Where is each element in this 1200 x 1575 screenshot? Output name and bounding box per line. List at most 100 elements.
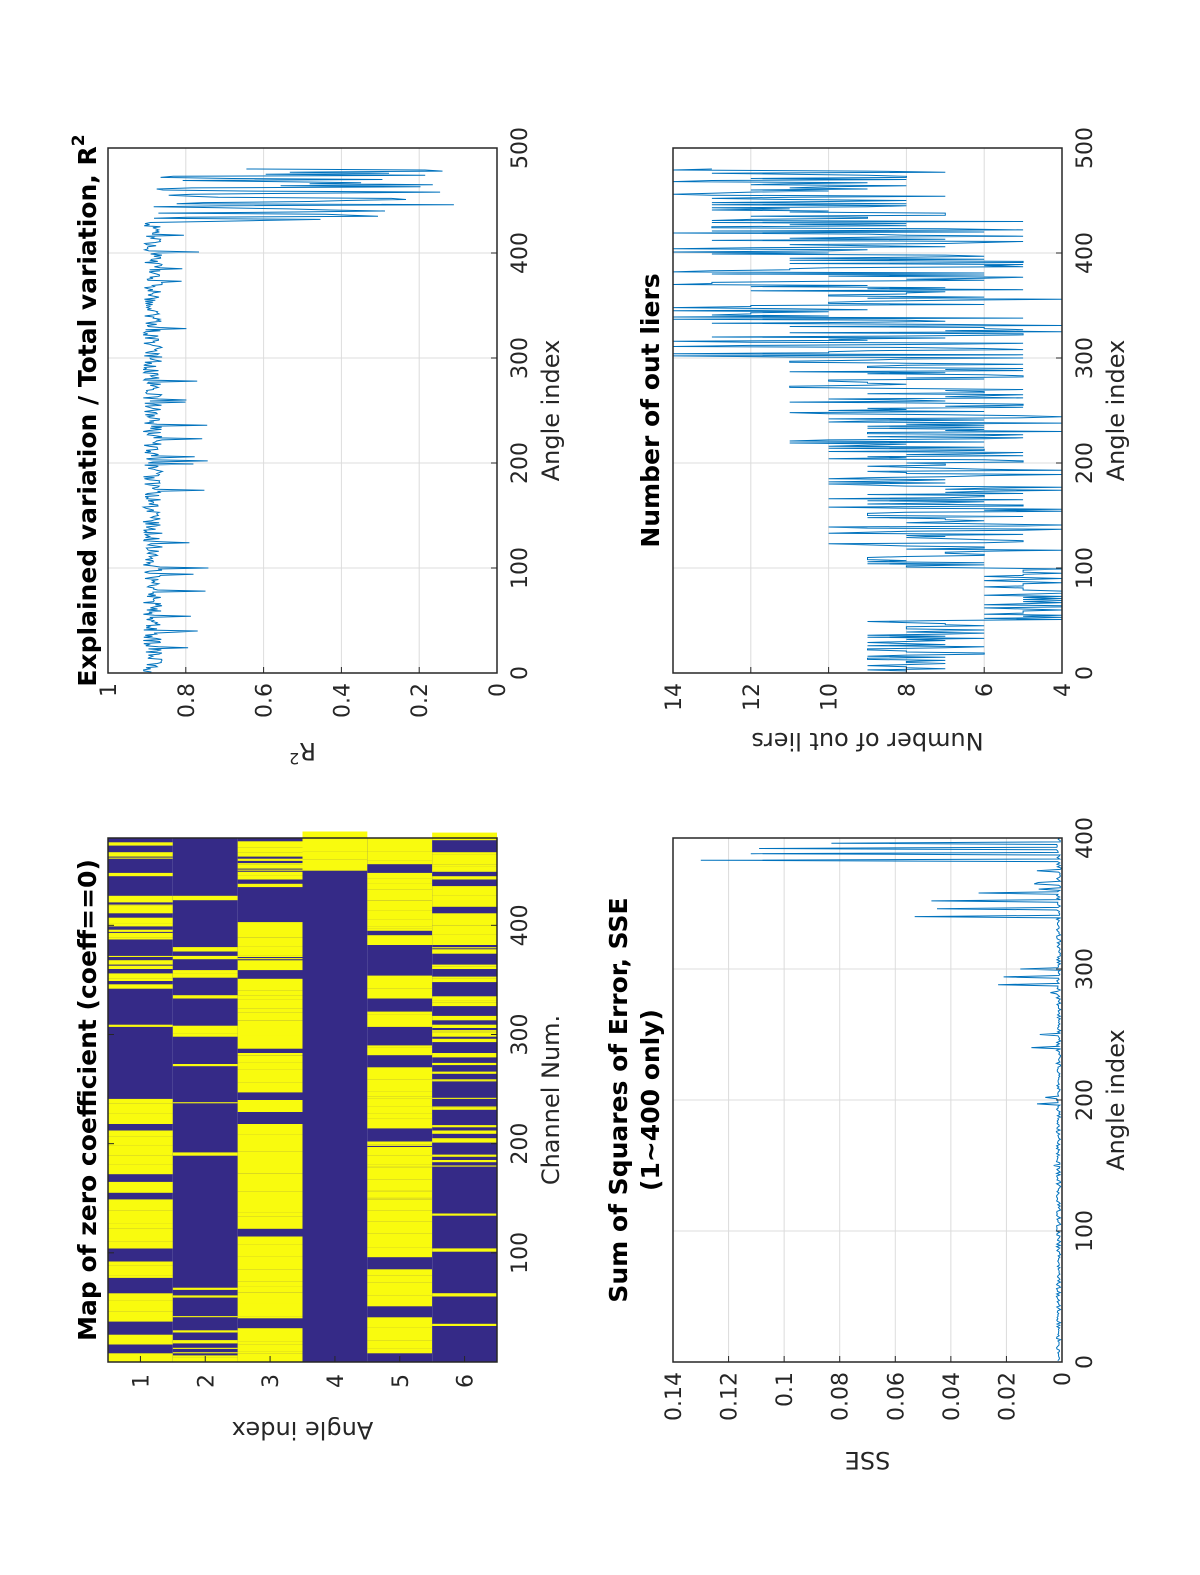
map-cell-zero bbox=[367, 928, 433, 931]
map-cell-zero bbox=[237, 1008, 303, 1013]
r2-ylabel-text: R bbox=[299, 737, 316, 765]
map-cell-zero bbox=[237, 1012, 303, 1021]
map-y-label: Angle index bbox=[232, 1416, 374, 1444]
map-cell-zero bbox=[172, 1029, 238, 1034]
outliers-series-line bbox=[672, 168, 1063, 672]
map-cell-zero bbox=[367, 1079, 433, 1088]
map-cell-zero bbox=[367, 1247, 433, 1258]
map-cell-zero bbox=[108, 852, 173, 857]
map-xtick-label: 300 bbox=[508, 1014, 533, 1056]
map-cell-zero bbox=[367, 1198, 433, 1200]
map-cell-zero bbox=[367, 1167, 433, 1180]
r2-ytick-label: 0.8 bbox=[175, 683, 200, 718]
map-cell-zero bbox=[432, 895, 497, 907]
map-cell-zero bbox=[432, 1038, 497, 1043]
map-cell-zero bbox=[432, 866, 497, 872]
map-cell-zero bbox=[172, 1064, 238, 1067]
map-cell-zero bbox=[432, 1062, 497, 1066]
map-cell-zero bbox=[367, 1317, 433, 1328]
map-cell-zero bbox=[237, 1046, 303, 1049]
map-cell-zero bbox=[432, 852, 497, 855]
map-cell-zero bbox=[108, 955, 173, 957]
map-cell-zero bbox=[432, 1213, 497, 1216]
map-cell-zero bbox=[108, 1223, 173, 1229]
map-cell-zero bbox=[367, 1179, 433, 1191]
outliers-x-label: Angle index bbox=[1102, 340, 1130, 482]
r2-ylabel-sup: 2 bbox=[289, 749, 299, 768]
map-cell-zero bbox=[237, 1281, 303, 1287]
map-cell-zero bbox=[367, 1091, 433, 1097]
map-cell-zero bbox=[172, 1295, 238, 1298]
map-cell-zero bbox=[367, 1275, 433, 1283]
map-cell-zero bbox=[237, 958, 303, 960]
map-cell-zero bbox=[367, 1282, 433, 1291]
map-cell-zero bbox=[302, 851, 368, 860]
map-ytick-label: 1 bbox=[129, 1374, 154, 1388]
map-cell-zero bbox=[237, 990, 303, 996]
sse-panel: Sum of Squares of Error, SSE (1~400 only… bbox=[604, 817, 1130, 1474]
map-cell-zero bbox=[108, 1265, 173, 1276]
map-cell-zero bbox=[237, 844, 303, 848]
sse-x-label: Angle index bbox=[1102, 1029, 1130, 1171]
map-cell-zero bbox=[108, 1293, 173, 1301]
map-ytick-label: 2 bbox=[194, 1374, 219, 1388]
map-cell-zero bbox=[237, 1160, 303, 1174]
map-cell-zero bbox=[108, 965, 173, 969]
map-cell-zero bbox=[432, 854, 497, 865]
map-cell-zero bbox=[237, 1070, 303, 1083]
map-cell-zero bbox=[108, 909, 173, 914]
outliers-panel: Number of out liers 0 100 200 300 400 500 4 6 8… bbox=[636, 127, 1130, 755]
outliers-y-ticks: 4 6 8 10 12 14 bbox=[662, 667, 1076, 711]
map-cells bbox=[108, 831, 497, 1362]
map-cell-zero bbox=[172, 1316, 238, 1318]
map-cell-zero bbox=[367, 1164, 433, 1167]
map-cell-zero bbox=[367, 1051, 433, 1056]
sse-y-ticks: 0 0.02 0.04 0.06 0.08 0.1 0.12 0.14 bbox=[662, 1356, 1076, 1421]
sse-ytick-label: 0.14 bbox=[662, 1372, 687, 1421]
map-cell-zero bbox=[367, 860, 433, 865]
map-cell-zero bbox=[367, 1118, 433, 1129]
sse-series-line bbox=[700, 837, 1063, 1362]
map-cell-zero bbox=[237, 1147, 303, 1152]
map-x-ticks: 100 200 300 400 bbox=[108, 904, 533, 1274]
out-ytick-label: 4 bbox=[1051, 683, 1076, 697]
map-ytick-label: 3 bbox=[259, 1374, 284, 1388]
sse-ytick-label: 0.02 bbox=[995, 1372, 1020, 1421]
map-cell-zero bbox=[237, 933, 303, 938]
map-cell-zero bbox=[432, 1030, 497, 1032]
map-cell-zero bbox=[432, 949, 497, 952]
r2-x-label: Angle index bbox=[537, 340, 565, 482]
map-cell-zero bbox=[108, 1230, 173, 1242]
r2-xtick-label: 100 bbox=[508, 547, 533, 589]
sse-xtick-label: 0 bbox=[1073, 1355, 1098, 1369]
map-cell-zero bbox=[432, 1248, 497, 1252]
r2-ytick-label: 0.4 bbox=[330, 683, 355, 718]
map-cell-zero bbox=[367, 926, 433, 929]
map-cell-zero bbox=[237, 1069, 303, 1071]
map-cell-zero bbox=[367, 1302, 433, 1307]
sse-xtick-label: 400 bbox=[1073, 817, 1098, 859]
map-cell-zero bbox=[367, 837, 433, 852]
map-cell-zero bbox=[367, 872, 433, 879]
map-cell-zero bbox=[108, 1130, 173, 1136]
sse-ytick-label: 0.06 bbox=[884, 1372, 909, 1421]
map-cell-zero bbox=[432, 951, 497, 954]
sse-y-label: SSE bbox=[845, 1446, 891, 1474]
map-cell-zero bbox=[108, 842, 173, 846]
sse-xtick-label: 100 bbox=[1073, 1210, 1098, 1252]
r2-axes-frame bbox=[107, 147, 498, 674]
map-cell-zero bbox=[367, 1190, 433, 1192]
map-cell-zero bbox=[432, 913, 497, 926]
out-xtick-label: 100 bbox=[1073, 547, 1098, 589]
map-cell-zero bbox=[367, 1199, 433, 1211]
map-cell-zero bbox=[432, 1080, 497, 1082]
map-cell-zero bbox=[237, 1134, 303, 1148]
sse-ytick-label: 0 bbox=[1051, 1372, 1076, 1386]
map-cell-zero bbox=[237, 847, 303, 853]
map-cell-zero bbox=[108, 975, 173, 979]
map-cell-zero bbox=[367, 900, 433, 911]
map-cell-zero bbox=[108, 1334, 173, 1345]
sse-ytick-label: 0.1 bbox=[773, 1372, 798, 1407]
map-cell-zero bbox=[108, 937, 173, 940]
r2-series-line bbox=[141, 168, 454, 673]
